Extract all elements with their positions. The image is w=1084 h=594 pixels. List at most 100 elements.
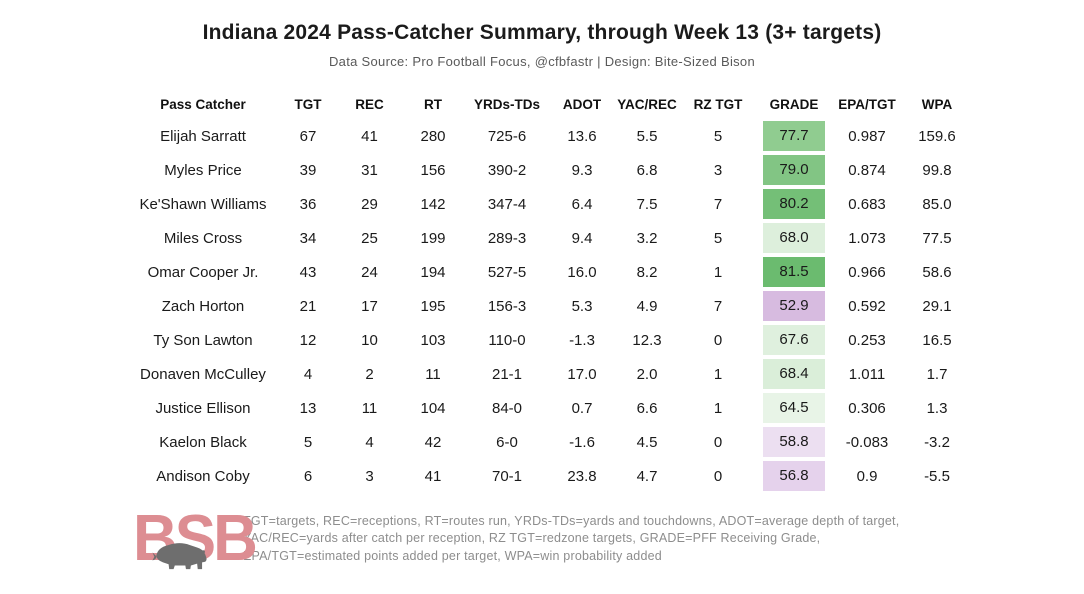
column-header-epa_tgt: EPA/TGT [838, 96, 896, 112]
routes-run-value: 41 [424, 467, 442, 485]
targets-value: 43 [299, 263, 317, 281]
adot-value: 23.8 [567, 467, 597, 485]
receptions-value: 41 [361, 127, 378, 145]
receptions-value: 2 [365, 365, 374, 383]
player-name: Kaelon Black [159, 433, 247, 451]
table-row: Elijah Sarratt 67 41 280 725-6 13.6 5.5 … [128, 119, 963, 153]
receptions-value: 24 [361, 263, 378, 281]
column-header-adot: ADOT [562, 96, 602, 112]
table-body: Elijah Sarratt 67 41 280 725-6 13.6 5.5 … [128, 119, 963, 493]
epa-per-target-value: 0.9 [856, 467, 878, 485]
routes-run-value: 199 [420, 229, 446, 247]
adot-value: -1.3 [569, 331, 595, 349]
targets-value: 21 [299, 297, 317, 315]
player-name: Donaven McCulley [140, 365, 266, 383]
column-header-rz_tgt: RZ TGT [693, 96, 743, 112]
player-name: Ty Son Lawton [153, 331, 253, 349]
wpa-value: 85.0 [922, 195, 952, 213]
wpa-value: -3.2 [924, 433, 950, 451]
grade-cell: 77.7 [757, 121, 831, 151]
player-name: Ke'Shawn Williams [139, 195, 267, 213]
epa-per-target-value: 1.011 [848, 365, 886, 383]
player-name: Justice Ellison [155, 399, 251, 417]
adot-value: 5.3 [571, 297, 593, 315]
footnote-line: TGT=targets, REC=receptions, RT=routes r… [243, 514, 900, 528]
redzone-targets-value: 5 [713, 229, 723, 247]
redzone-targets-value: 1 [713, 399, 723, 417]
targets-value: 39 [299, 161, 317, 179]
redzone-targets-value: 1 [713, 365, 723, 383]
receptions-value: 10 [361, 331, 378, 349]
routes-run-value: 11 [425, 365, 441, 383]
table-row: Ke'Shawn Williams 36 29 142 347-4 6.4 7.… [128, 187, 963, 221]
adot-value: 9.4 [571, 229, 593, 247]
yac-per-rec-value: 5.5 [636, 127, 658, 145]
redzone-targets-value: 7 [713, 195, 723, 213]
column-header-name: Pass Catcher [160, 96, 246, 112]
grade-cell-fill: 58.8 [763, 427, 825, 457]
routes-run-value: 195 [420, 297, 446, 315]
page-subtitle: Data Source: Pro Football Focus, @cfbfas… [328, 54, 755, 69]
grade-cell: 52.9 [757, 291, 831, 321]
redzone-targets-value: 0 [713, 467, 723, 485]
table-row: Justice Ellison 13 11 104 84-0 0.7 6.6 1… [128, 391, 963, 425]
grade-cell: 67.6 [757, 325, 831, 355]
wpa-value: 99.8 [922, 161, 952, 179]
grade-cell-fill: 56.8 [763, 461, 825, 491]
grade-cell: 58.8 [757, 427, 831, 457]
bison-silhouette [152, 543, 207, 570]
redzone-targets-value: 0 [713, 433, 723, 451]
player-name: Elijah Sarratt [160, 127, 246, 145]
table-row: Kaelon Black 5 4 42 6-0 -1.6 4.5 0 58.8 … [128, 425, 963, 459]
yac-per-rec-value: 12.3 [632, 331, 662, 349]
targets-value: 12 [299, 331, 317, 349]
table-row: Miles Cross 34 25 199 289-3 9.4 3.2 5 68… [128, 221, 963, 255]
page-title: Indiana 2024 Pass-Catcher Summary, throu… [202, 21, 882, 44]
column-header-grade: GRADE [769, 96, 819, 112]
table-row: Zach Horton 21 17 195 156-3 5.3 4.9 7 52… [128, 289, 963, 323]
footnote-line: EPA/TGT=estimated points added per targe… [243, 548, 662, 563]
table-row: Myles Price 39 31 156 390-2 9.3 6.8 3 79… [128, 153, 963, 187]
receptions-value: 11 [361, 399, 378, 417]
grade-cell: 79.0 [757, 155, 831, 185]
table-row: Ty Son Lawton 12 10 103 110-0 -1.3 12.3 … [128, 323, 963, 357]
grade-cell-fill: 68.4 [763, 359, 825, 389]
column-header-rt: RT [424, 96, 442, 112]
routes-run-value: 104 [420, 399, 446, 417]
yac-per-rec-value: 4.7 [636, 467, 658, 485]
yards-tds-value: 725-6 [487, 127, 527, 145]
wpa-value: 77.5 [922, 229, 952, 247]
targets-value: 13 [299, 399, 317, 417]
routes-run-value: 142 [420, 195, 446, 213]
epa-per-target-value: -0.083 [845, 433, 889, 451]
footer: BSB TGT=targets, REC=receptions, RT=rout… [133, 503, 899, 581]
yards-tds-value: 70-1 [491, 467, 523, 485]
grade-cell: 68.0 [757, 223, 831, 253]
footnote-line: YAC/REC=yards after catch per reception,… [243, 531, 821, 546]
redzone-targets-value: 7 [713, 297, 723, 315]
receptions-value: 29 [361, 195, 378, 213]
receptions-value: 3 [365, 467, 374, 485]
player-name: Omar Cooper Jr. [147, 263, 259, 281]
yac-per-rec-value: 3.2 [636, 229, 658, 247]
epa-per-target-value: 0.592 [848, 297, 886, 315]
yac-per-rec-value: 6.6 [636, 399, 658, 417]
adot-value: 13.6 [567, 127, 597, 145]
yards-tds-value: 156-3 [487, 297, 527, 315]
yards-tds-value: 289-3 [487, 229, 527, 247]
grade-cell: 81.5 [757, 257, 831, 287]
epa-per-target-value: 0.306 [848, 399, 886, 417]
column-header-wpa: WPA [921, 96, 953, 112]
routes-run-value: 156 [420, 161, 446, 179]
grade-cell: 56.8 [757, 461, 831, 491]
routes-run-value: 280 [420, 127, 446, 145]
wpa-value: 159.6 [918, 127, 956, 145]
player-name: Andison Coby [156, 467, 250, 485]
routes-run-value: 103 [420, 331, 446, 349]
grade-cell-fill: 77.7 [763, 121, 825, 151]
player-name: Zach Horton [161, 297, 245, 315]
targets-value: 5 [303, 433, 313, 451]
footnote: TGT=targets, REC=receptions, RT=routes r… [243, 503, 899, 565]
routes-run-value: 194 [420, 263, 446, 281]
